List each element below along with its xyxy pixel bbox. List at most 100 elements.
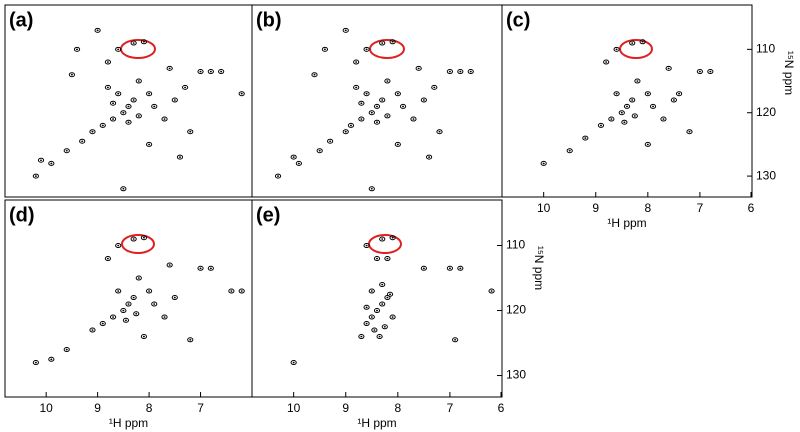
peak-core (209, 267, 212, 270)
peak (166, 65, 173, 71)
peak-core (142, 236, 145, 239)
peak (696, 69, 704, 75)
peak (171, 295, 178, 301)
peak (151, 301, 158, 307)
x-tick-label: 10 (39, 401, 53, 415)
y-tick-label: 120 (756, 105, 776, 119)
peak-core (101, 322, 104, 325)
peak (171, 97, 178, 103)
peak (145, 288, 153, 294)
peak (238, 91, 245, 97)
peak (373, 119, 381, 125)
y-tick-label: 120 (506, 303, 526, 317)
peak (639, 39, 646, 45)
peak-core (376, 309, 378, 312)
peak-core (646, 92, 649, 95)
peak (120, 186, 127, 192)
peak-core (370, 316, 373, 318)
peak (394, 141, 401, 147)
peak (140, 334, 148, 340)
peak (457, 265, 464, 271)
x-tick-label: 9 (342, 401, 349, 415)
peak (135, 275, 142, 281)
peak-core (386, 257, 389, 260)
peak (94, 27, 101, 33)
peak (89, 129, 96, 135)
peak-core (386, 115, 389, 117)
peak (660, 116, 667, 122)
peak-core (323, 48, 326, 51)
x-tick-label: 10 (287, 401, 301, 415)
peak-core (417, 67, 420, 70)
peak-core (469, 70, 472, 73)
peak (120, 308, 127, 314)
peak (358, 100, 365, 106)
panel-frame (251, 4, 503, 198)
peak (130, 295, 137, 301)
x-tick-label: 7 (197, 401, 204, 415)
peak-core (349, 124, 352, 127)
peak-core (184, 86, 187, 89)
peak-core (667, 67, 670, 70)
peak-core (106, 257, 109, 260)
peak-core (381, 99, 384, 101)
peak-core (137, 80, 140, 82)
peak (389, 39, 396, 45)
peak-core (428, 156, 431, 158)
peak-core (365, 306, 368, 309)
peak (363, 243, 370, 249)
peak-core (386, 296, 389, 299)
peak-core (50, 162, 53, 165)
highlight-ellipse (120, 39, 156, 59)
peak-core (112, 118, 115, 120)
peak-core (373, 329, 376, 331)
peak (109, 100, 117, 106)
peak (104, 84, 112, 90)
peak-core (148, 143, 151, 146)
peak (130, 40, 137, 46)
peak-core (163, 316, 166, 318)
peak-core (153, 303, 156, 305)
peak (63, 148, 70, 154)
peak (358, 116, 365, 122)
x-tick-label: 9 (94, 401, 101, 415)
peak-core (292, 156, 295, 158)
peak (452, 337, 459, 343)
peak (187, 337, 194, 343)
peak (629, 97, 636, 103)
peak-core (376, 105, 378, 108)
peak (379, 236, 386, 242)
peak-core (355, 61, 358, 63)
peak-core (297, 162, 300, 165)
peak (218, 69, 225, 75)
peak-core (599, 124, 602, 127)
peak-core (360, 102, 363, 105)
x-tick-label: 7 (447, 401, 454, 415)
peak (342, 27, 349, 33)
peak (115, 91, 122, 97)
peak (386, 291, 394, 297)
peak-core (135, 312, 138, 315)
peak (670, 97, 677, 103)
peak-core (584, 137, 587, 139)
panel-label: (e) (256, 204, 280, 226)
peak (631, 113, 638, 119)
peak-core (631, 42, 634, 44)
x-tick-label: 8 (644, 201, 651, 215)
peak-core (542, 162, 545, 165)
peak-core (153, 105, 156, 108)
peak-core (148, 92, 151, 95)
peak (431, 84, 438, 90)
peak (347, 122, 355, 128)
peak (238, 288, 245, 294)
peak-core (376, 257, 378, 260)
x-axis-label: ¹H ppm (357, 416, 396, 430)
peak-core (448, 70, 451, 73)
peak (389, 235, 396, 241)
peak (166, 262, 173, 268)
peak (384, 113, 391, 119)
peak-core (137, 115, 140, 117)
peak (353, 84, 360, 90)
peak (582, 135, 589, 141)
peak (120, 110, 127, 116)
